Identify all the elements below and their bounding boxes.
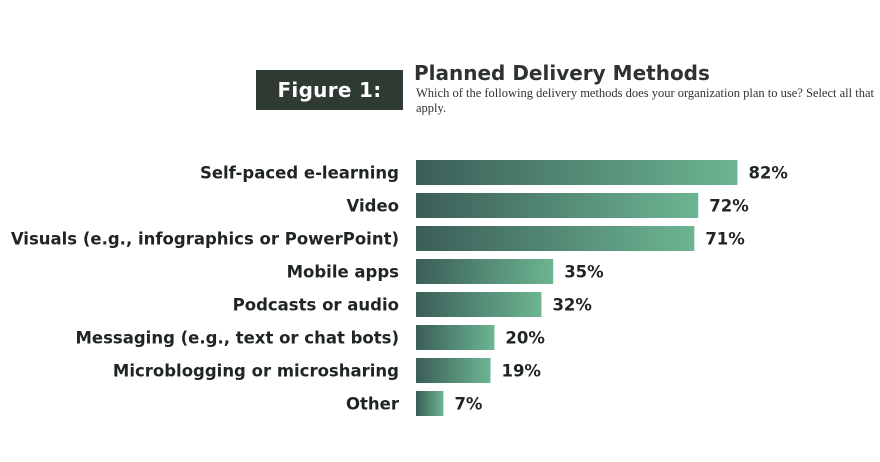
- chart-subtitle: Which of the following delivery methods …: [416, 86, 874, 115]
- value-label-podcasts-or-audio: 32%: [552, 296, 592, 315]
- chart-title: Planned Delivery Methods: [414, 61, 710, 85]
- category-label-self-paced-e-learning: Self-paced e-learning: [200, 164, 399, 183]
- category-label-mobile-apps: Mobile apps: [287, 263, 400, 282]
- category-label-visuals-e-g-infographics-or-powerpoint: Visuals (e.g., infographics or PowerPoin…: [11, 230, 399, 249]
- bar-microblogging-or-microsharing: [416, 358, 491, 383]
- category-label-other: Other: [346, 395, 400, 414]
- value-label-other: 7%: [454, 395, 482, 414]
- category-label-podcasts-or-audio: Podcasts or audio: [233, 296, 399, 315]
- category-label-microblogging-or-microsharing: Microblogging or microsharing: [113, 362, 399, 381]
- bar-mobile-apps: [416, 259, 554, 284]
- value-label-visuals-e-g-infographics-or-powerpoint: 71%: [705, 230, 745, 249]
- figure-label: Figure 1:: [256, 70, 403, 110]
- value-label-video: 72%: [709, 197, 749, 216]
- value-label-mobile-apps: 35%: [564, 263, 604, 282]
- category-label-messaging-e-g-text-or-chat-bots: Messaging (e.g., text or chat bots): [75, 329, 399, 348]
- bar-visuals-e-g-infographics-or-powerpoint: [416, 226, 695, 251]
- value-label-self-paced-e-learning: 82%: [748, 164, 788, 183]
- bar-self-paced-e-learning: [416, 160, 738, 185]
- category-label-video: Video: [347, 197, 399, 216]
- bar-other: [416, 391, 444, 416]
- value-label-microblogging-or-microsharing: 19%: [501, 362, 541, 381]
- value-label-messaging-e-g-text-or-chat-bots: 20%: [505, 329, 545, 348]
- bar-video: [416, 193, 699, 218]
- bar-podcasts-or-audio: [416, 292, 542, 317]
- bars-group: Self-paced e-learning 82% Video 72% Visuals …: [11, 160, 788, 416]
- bar-messaging-e-g-text-or-chat-bots: [416, 325, 495, 350]
